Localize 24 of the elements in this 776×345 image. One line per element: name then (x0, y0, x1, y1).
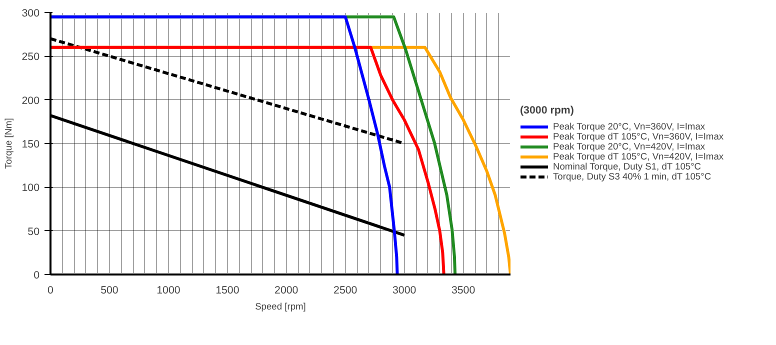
legend-label: Peak Torque 20°C, Vn=420V, I=Imax (553, 142, 706, 152)
x-axis-title: Speed [rpm] (255, 302, 306, 312)
legend-label: Torque, Duty S3 40% 1 min, dT 105°C (553, 172, 712, 182)
legend-label: Peak Torque 20°C, Vn=360V, I=Imax (553, 122, 706, 132)
y-tick-label: 250 (22, 51, 40, 64)
x-tick-label: 1000 (156, 284, 180, 296)
x-tick-label: 1500 (216, 284, 240, 296)
x-tick-label: 500 (100, 284, 118, 296)
y-tick-label: 100 (22, 182, 40, 194)
x-tick-label: 0 (48, 284, 54, 296)
y-axis-title: Torque [Nm] (4, 118, 14, 169)
x-tick-label: 3000 (392, 284, 416, 296)
legend-label: Nominal Torque, Duty S1, dT 105°C (553, 162, 702, 172)
legend-label: Peak Torque dT 105°C, Vn=360V, I=Imax (553, 132, 724, 142)
y-tick-label: 200 (22, 94, 40, 107)
y-tick-label: 0 (34, 270, 40, 282)
x-tick-label: 2500 (334, 284, 358, 296)
y-tick-label: 50 (28, 226, 40, 238)
legend-label: Peak Torque dT 105°C, Vn=420V, I=Imax (553, 152, 724, 162)
x-tick-label: 3500 (451, 284, 476, 296)
legend-title: (3000 rpm) (520, 104, 575, 116)
x-tick-label: 2000 (274, 284, 298, 296)
y-tick-label: 300 (22, 8, 40, 20)
y-tick-label: 150 (22, 138, 40, 150)
